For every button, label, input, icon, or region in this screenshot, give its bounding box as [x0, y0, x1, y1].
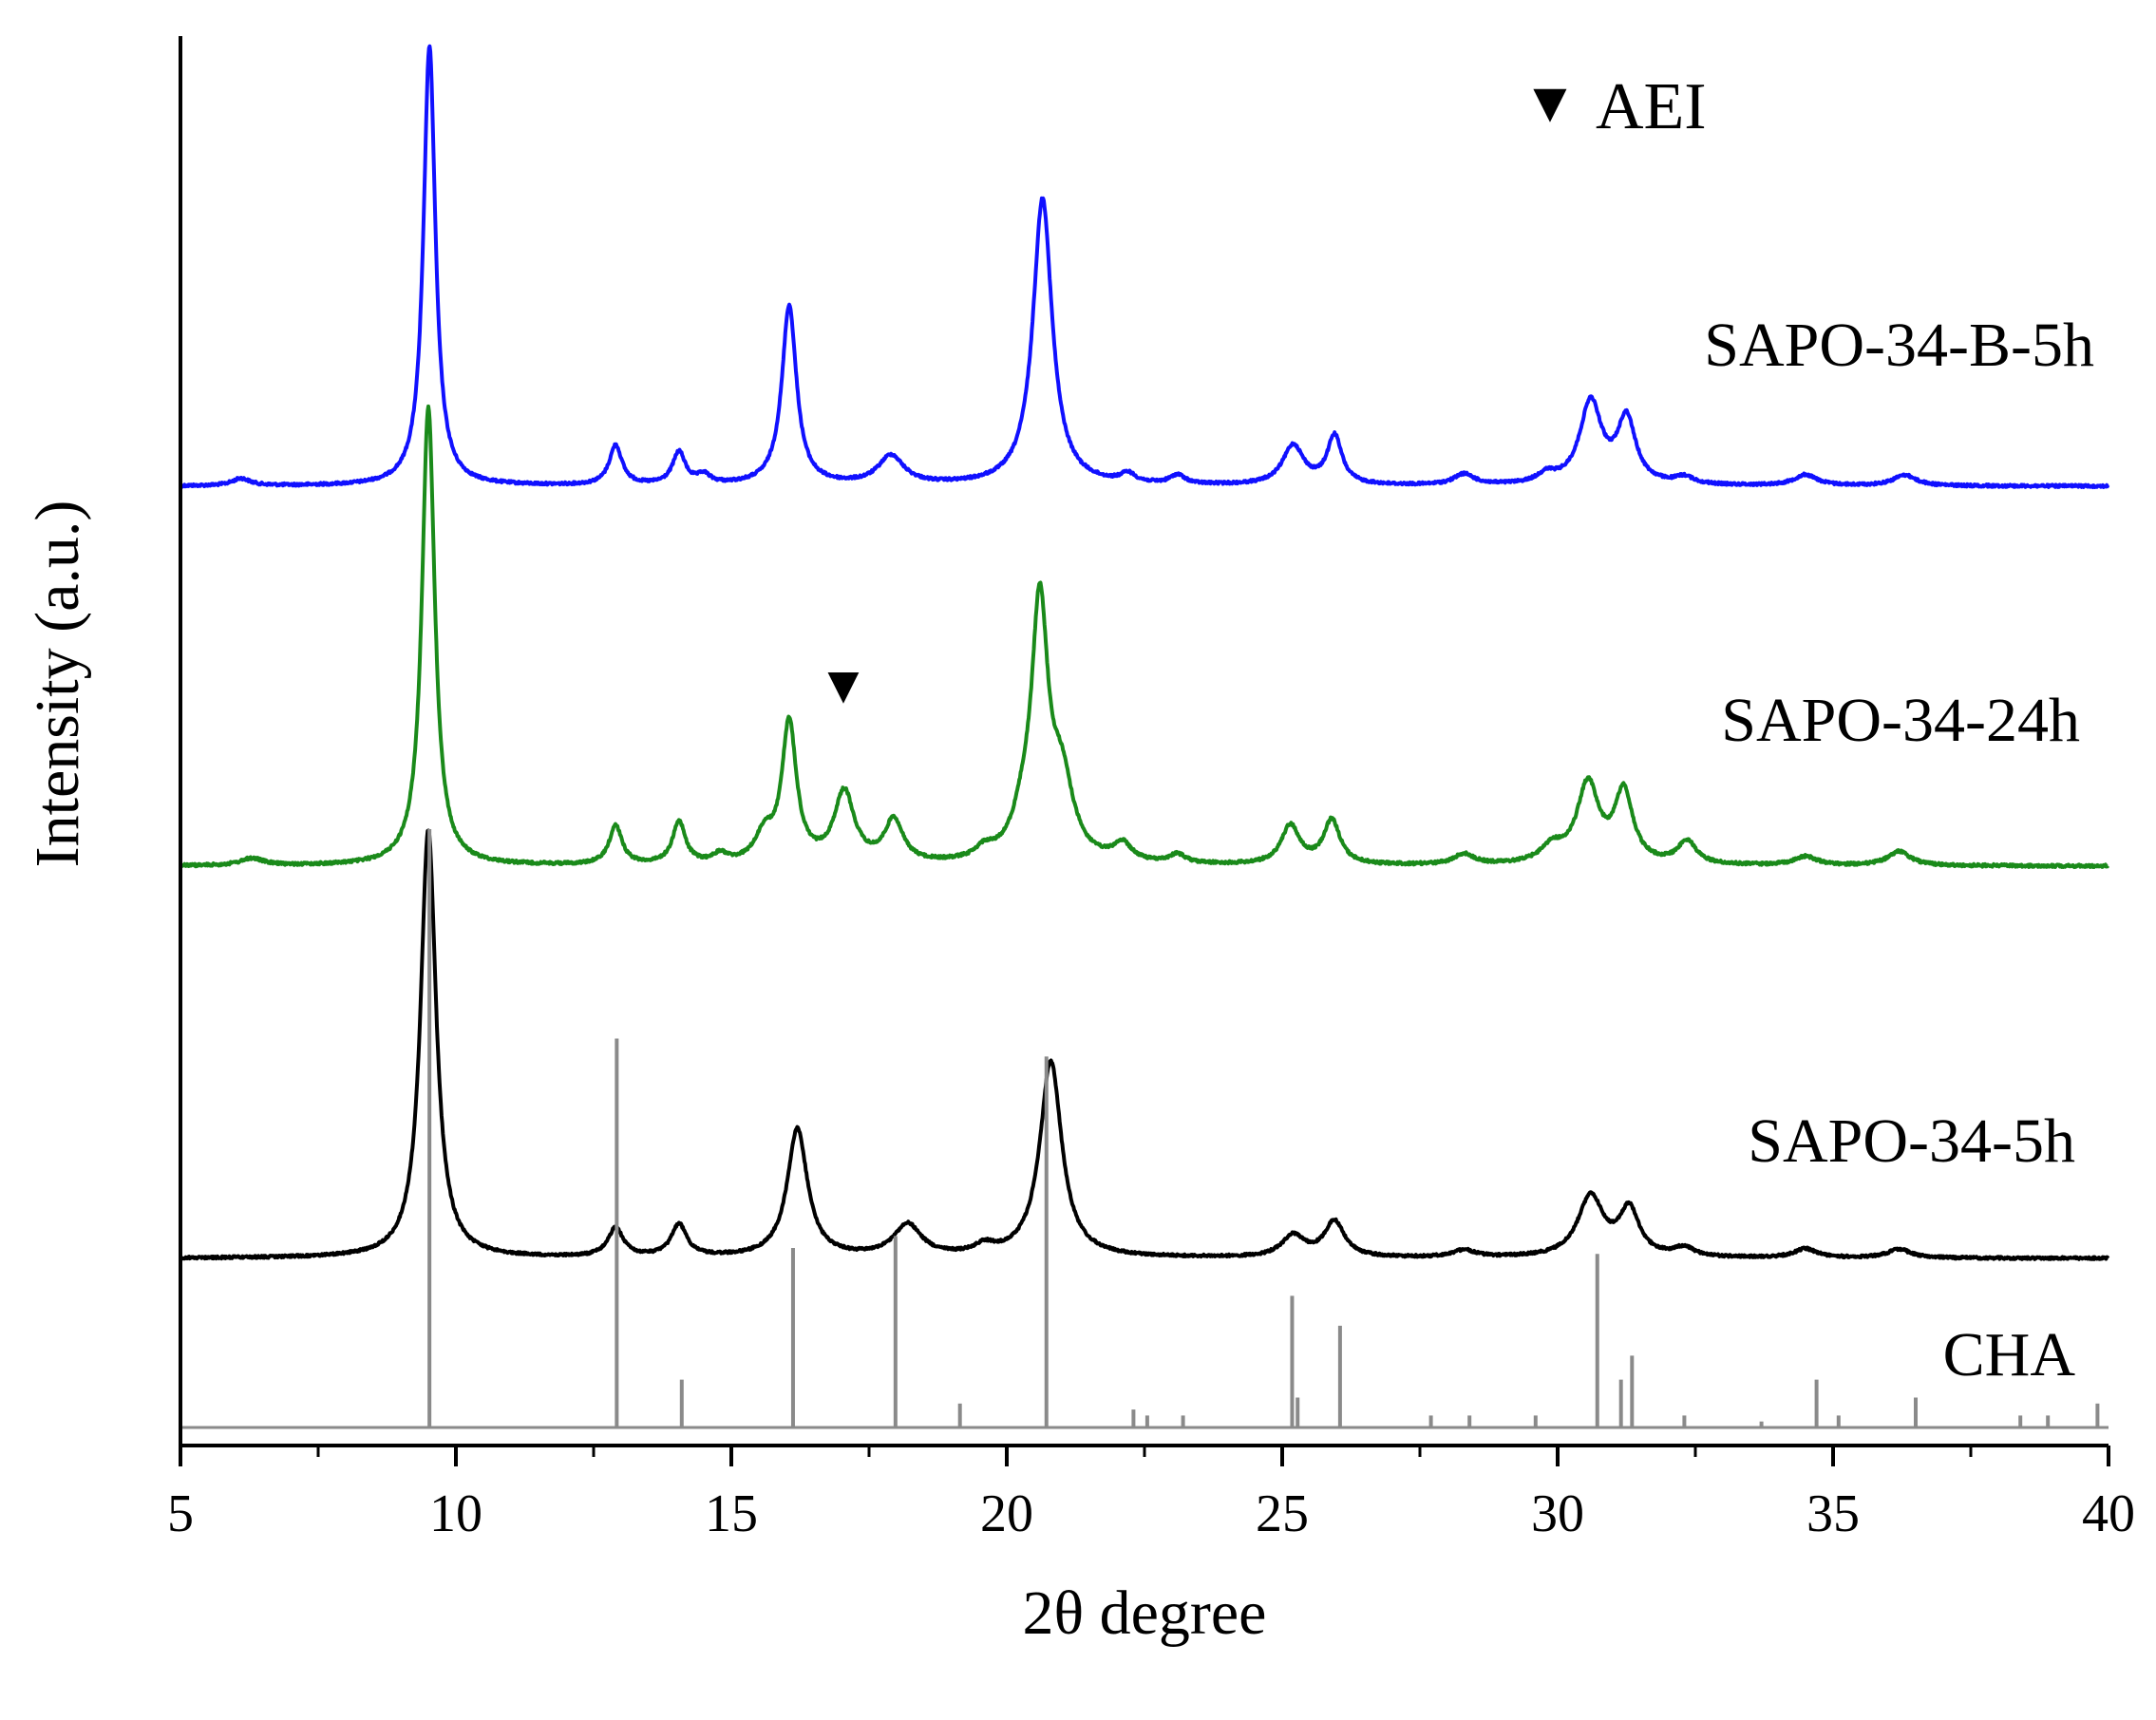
x-tick-label: 35 [1806, 1484, 1860, 1543]
x-tick-label: 15 [705, 1484, 758, 1543]
x-axis-ticks: 5 10 15 20 25 30 35 40 [167, 1446, 2135, 1543]
series-label-cha: CHA [1943, 1320, 2076, 1389]
plot-area [179, 44, 2110, 1429]
x-tick-label: 40 [2082, 1484, 2135, 1543]
aei-peak-marker-icon: ▼ [817, 656, 869, 715]
series-label-sapo-34-5h: SAPO-34-5h [1748, 1106, 2075, 1176]
series-label-sapo-34-b-5h: SAPO-34-B-5h [1704, 311, 2094, 380]
series-line-sapo-34-b-5h [179, 44, 2110, 489]
legend-label-aei: AEI [1596, 70, 1707, 143]
series-line-sapo-34-24h [179, 404, 2110, 869]
x-tick-label: 30 [1531, 1484, 1584, 1543]
series-line-sapo-34-5h [179, 828, 2110, 1261]
x-tick-label: 25 [1256, 1484, 1309, 1543]
legend-marker-icon: ▼ [1522, 71, 1578, 134]
legend: ▼ AEI [1522, 70, 1706, 143]
x-tick-label: 5 [167, 1484, 194, 1543]
x-tick-label: 10 [429, 1484, 482, 1543]
y-axis-title: Intensity (a.u.) [23, 501, 92, 868]
series-label-sapo-34-24h: SAPO-34-24h [1721, 686, 2080, 755]
x-tick-label: 20 [980, 1484, 1033, 1543]
x-axis-title: 2θ degree [1023, 1578, 1267, 1648]
